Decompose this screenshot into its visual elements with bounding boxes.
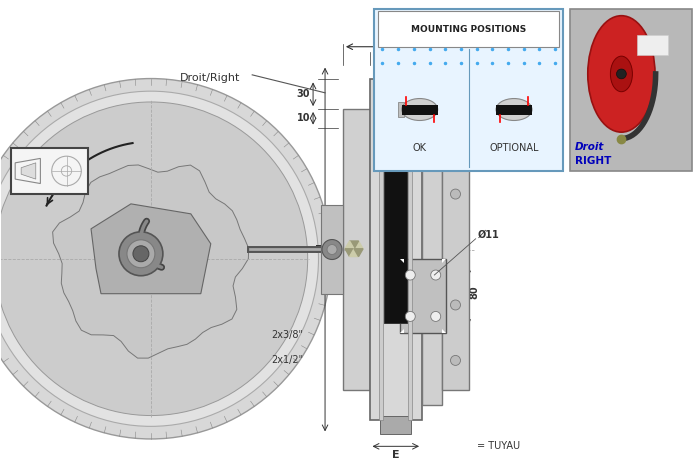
Bar	[570, 9, 692, 171]
Bar	[422, 94, 442, 405]
Circle shape	[376, 127, 384, 135]
Circle shape	[376, 94, 384, 102]
Text: Droit: Droit	[575, 142, 604, 152]
Ellipse shape	[402, 99, 438, 120]
Circle shape	[133, 246, 149, 262]
Bar	[400, 259, 446, 333]
Polygon shape	[349, 249, 358, 257]
Circle shape	[451, 189, 461, 199]
Circle shape	[617, 69, 626, 79]
Circle shape	[451, 356, 461, 365]
Circle shape	[451, 134, 461, 144]
Text: OPTIONAL: OPTIONAL	[489, 144, 539, 153]
Bar	[379, 80, 383, 419]
Circle shape	[405, 270, 415, 280]
Text: A: A	[402, 33, 410, 43]
Text: 2x3/8": 2x3/8"	[271, 330, 303, 339]
Bar	[370, 80, 422, 419]
Polygon shape	[52, 165, 248, 358]
Text: F: F	[314, 244, 322, 255]
Bar	[398, 101, 404, 118]
Circle shape	[327, 244, 337, 255]
Text: 30: 30	[297, 89, 310, 99]
Circle shape	[405, 312, 415, 321]
Bar	[374, 9, 563, 171]
Circle shape	[451, 300, 461, 310]
Bar	[637, 35, 668, 55]
Bar	[321, 205, 343, 294]
Text: 60: 60	[416, 239, 430, 249]
Text: MOUNTING POSITIONS: MOUNTING POSITIONS	[411, 25, 526, 33]
Polygon shape	[349, 241, 358, 249]
Circle shape	[407, 127, 416, 135]
Circle shape	[0, 91, 318, 426]
Circle shape	[119, 232, 163, 276]
Ellipse shape	[496, 99, 532, 120]
Polygon shape	[91, 204, 211, 294]
Text: Ø11: Ø11	[477, 230, 499, 240]
Bar	[343, 109, 370, 390]
Polygon shape	[442, 259, 446, 263]
Text: 60: 60	[462, 285, 472, 299]
Text: B: B	[391, 41, 400, 51]
Bar	[442, 109, 470, 390]
Text: 2x1/2": 2x1/2"	[271, 356, 303, 365]
Ellipse shape	[588, 16, 655, 132]
Text: OK: OK	[413, 144, 427, 153]
Circle shape	[127, 240, 155, 268]
Polygon shape	[21, 163, 36, 179]
Circle shape	[430, 312, 441, 321]
Bar	[496, 105, 532, 114]
Circle shape	[407, 94, 416, 102]
Bar	[379, 11, 559, 47]
Bar	[384, 83, 407, 324]
Polygon shape	[345, 249, 354, 257]
Text: 80: 80	[416, 231, 430, 241]
Ellipse shape	[610, 56, 632, 92]
Circle shape	[0, 79, 331, 439]
Polygon shape	[345, 241, 354, 249]
Bar	[380, 416, 412, 434]
Bar	[408, 80, 412, 419]
Text: E: E	[392, 450, 400, 460]
Circle shape	[392, 109, 400, 117]
Text: RIGHT: RIGHT	[575, 156, 611, 166]
Circle shape	[430, 270, 441, 280]
Polygon shape	[354, 249, 363, 257]
Text: D: D	[48, 148, 57, 158]
Polygon shape	[400, 259, 405, 263]
Bar	[402, 105, 438, 114]
Text: 10: 10	[297, 113, 310, 123]
Circle shape	[322, 239, 342, 259]
Text: = TUYAU: = TUYAU	[477, 441, 521, 451]
Polygon shape	[442, 329, 446, 333]
Bar	[11, 148, 88, 194]
Circle shape	[0, 102, 308, 415]
Polygon shape	[400, 329, 405, 333]
Text: 80: 80	[470, 285, 480, 299]
Polygon shape	[354, 241, 363, 249]
Text: Droit/Right: Droit/Right	[181, 73, 241, 83]
